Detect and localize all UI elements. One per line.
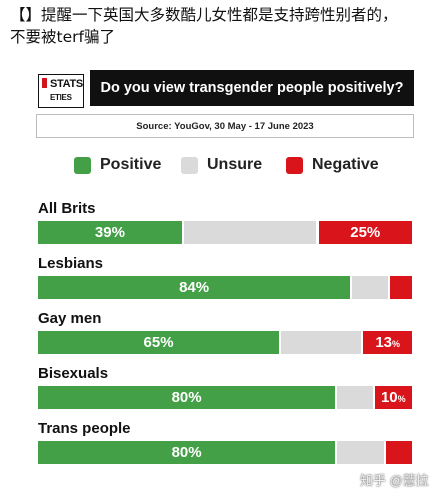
bar-positive xyxy=(38,331,280,354)
row-label: Bisexuals xyxy=(38,365,109,382)
legend-label-unsure: Unsure xyxy=(207,156,263,173)
data-label-positive: 39% xyxy=(94,224,125,241)
source-note: Source: YouGov, 30 May - 17 June 2023 xyxy=(36,114,414,138)
bar-negative xyxy=(363,331,412,354)
data-label-negative: 25% xyxy=(350,224,381,241)
legend-swatch-positive xyxy=(74,156,91,174)
post-text-line-1: 【】提醒一下英国大多数酷儿女性都是支持跨性别者的， xyxy=(10,6,398,24)
legend-label-negative: Negative xyxy=(312,156,379,173)
bar-negative xyxy=(374,386,412,409)
data-label-positive: 80% xyxy=(171,389,202,406)
bar-unsure xyxy=(281,331,362,354)
chart-title: Do you view transgender people positivel… xyxy=(90,70,414,106)
post-text-line-2: 不要被terf骗了 xyxy=(10,28,115,46)
legend-swatch-unsure xyxy=(181,156,198,174)
legend-item-positive: Positive xyxy=(74,156,161,174)
legend-item-negative: Negative xyxy=(286,156,379,174)
data-label-positive: 80% xyxy=(171,444,202,461)
bar-unsure xyxy=(183,221,317,244)
legend-item-unsure: Unsure xyxy=(181,156,262,174)
bar-unsure xyxy=(337,386,373,409)
logo-red-mark xyxy=(42,78,47,88)
row-label: Lesbians xyxy=(38,255,104,272)
row-label: All Brits xyxy=(38,200,96,217)
data-label-negative: 13% xyxy=(375,334,401,351)
watermark: 知乎 @薏拉 xyxy=(360,473,429,488)
bar-negative xyxy=(385,441,412,464)
bar-positive xyxy=(38,276,351,299)
logo-line-2: ETIES xyxy=(50,93,72,102)
data-label-negative: 10% xyxy=(380,389,406,406)
legend-swatch-negative xyxy=(286,156,303,174)
bar-positive xyxy=(38,221,182,244)
bar-unsure xyxy=(352,276,388,299)
bar-unsure xyxy=(337,441,384,464)
stats-ethics-logo: STATS ETIES xyxy=(38,74,84,108)
data-label-positive: 65% xyxy=(143,334,174,351)
bar-positive xyxy=(38,441,336,464)
row-label: Gay men xyxy=(38,310,102,327)
row-label: Trans people xyxy=(38,420,131,437)
data-label-positive: 84% xyxy=(179,279,210,296)
post-text: 【】提醒一下英国大多数酷儿女性都是支持跨性别者的， 不要被terf骗了 xyxy=(10,4,440,48)
bar-negative xyxy=(318,221,412,244)
bar-negative xyxy=(389,276,412,299)
logo-line-1: STATS xyxy=(50,78,83,90)
legend-label-positive: Positive xyxy=(100,156,162,173)
bar-positive xyxy=(38,386,336,409)
legend: Positive Unsure Negative xyxy=(36,156,414,178)
